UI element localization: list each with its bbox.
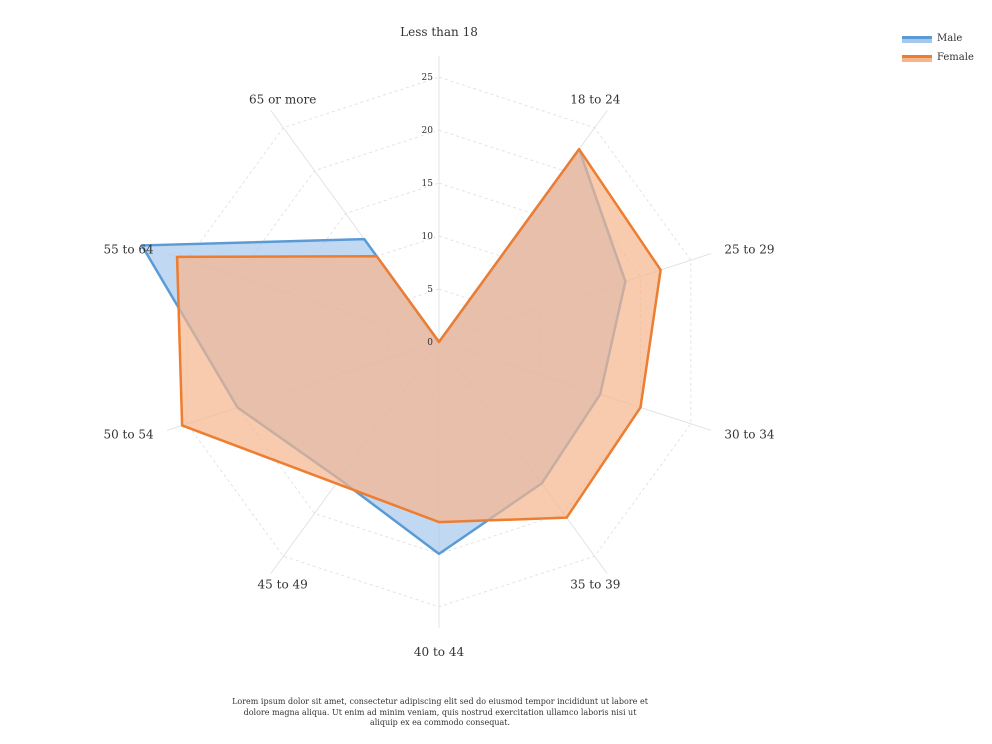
- category-label-4: 35 to 39: [570, 578, 620, 592]
- legend-swatch-male: [902, 34, 932, 44]
- radial-tick-20: 20: [422, 126, 434, 136]
- category-label-7: 50 to 54: [103, 428, 154, 442]
- series-area-female: [177, 149, 661, 523]
- category-label-5: 40 to 44: [414, 645, 465, 659]
- legend-item-female[interactable]: Female: [902, 48, 988, 67]
- category-label-3: 30 to 34: [724, 428, 775, 442]
- category-label-1: 18 to 24: [570, 92, 621, 106]
- legend-swatch-female: [902, 53, 932, 63]
- footnote: Lorem ipsum dolor sit amet, consectetur …: [232, 697, 648, 727]
- radial-tick-10: 10: [422, 232, 434, 242]
- legend-label-male: Male: [937, 33, 963, 44]
- radar-series: [140, 147, 662, 556]
- legend: Male Female: [902, 29, 988, 67]
- radial-tick-15: 15: [422, 179, 434, 189]
- category-label-9: 65 or more: [249, 92, 316, 106]
- legend-item-male[interactable]: Male: [902, 29, 988, 48]
- category-labels: Less than 18 18 to 24 25 to 29 30 to 34 35 t…: [103, 25, 774, 659]
- radial-tick-25: 25: [422, 73, 434, 83]
- legend-label-female: Female: [937, 52, 974, 63]
- category-label-6: 45 to 49: [258, 578, 308, 592]
- category-label-0: Less than 18: [400, 25, 478, 39]
- radial-tick-labels: 0 5 10 15 20 25: [422, 73, 434, 348]
- radial-tick-5: 5: [427, 285, 433, 295]
- category-label-2: 25 to 29: [724, 242, 774, 256]
- radial-tick-0: 0: [427, 338, 433, 348]
- category-label-8: 55 to 64: [103, 242, 154, 256]
